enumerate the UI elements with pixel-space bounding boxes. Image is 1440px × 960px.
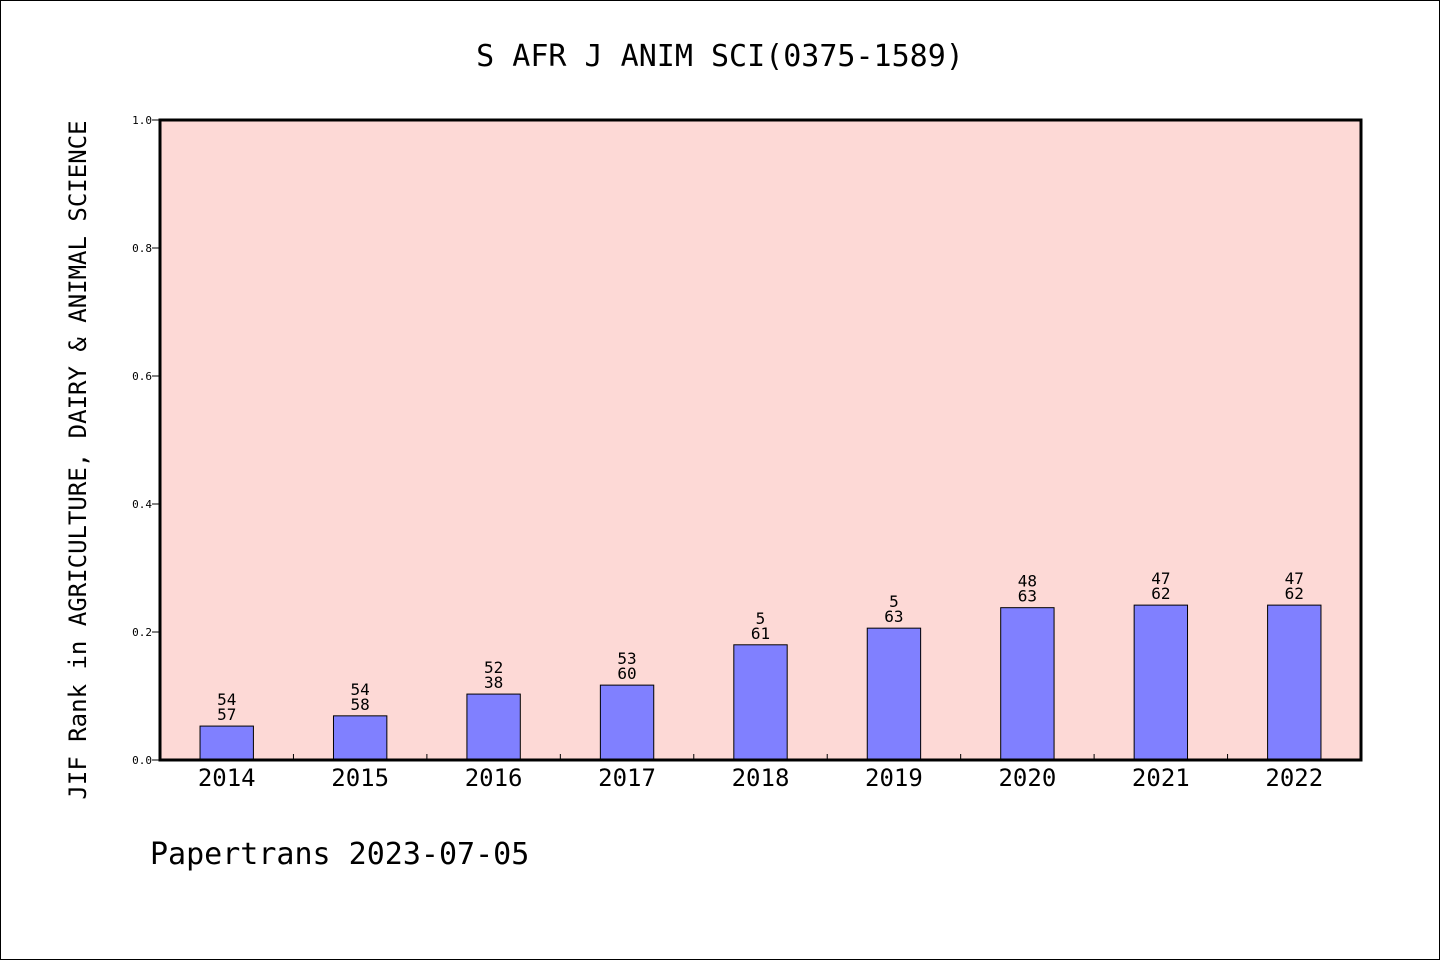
x-axis-ticks: 2014 2015 2016 2017 2018 2019 2020 2021 2022 [198,754,1323,792]
bar-label-bottom: 58 [351,695,370,714]
y-axis-label: JIF Rank in AGRICULTURE, DAIRY & ANIMAL … [64,120,92,799]
y-axis-ticks: 0.0 0.2 0.4 0.6 0.8 1.0 [132,114,160,767]
y-tick-label: 0.0 [132,754,152,767]
x-tick-label: 2014 [198,764,256,792]
x-tick-label: 2015 [331,764,389,792]
x-tick-label: 2018 [732,764,790,792]
bar-label-bottom: 63 [884,607,903,626]
x-tick-label: 2019 [865,764,923,792]
y-tick-label: 0.8 [132,242,152,255]
y-tick-label: 0.6 [132,370,152,383]
y-tick-label: 1.0 [132,114,152,127]
chart-title: S AFR J ANIM SCI(0375-1589) [476,39,964,74]
bar-label-bottom: 62 [1151,584,1170,603]
bar-label-bottom: 57 [217,705,236,724]
bar-label-bottom: 61 [751,624,770,643]
bar-label-bottom: 60 [617,664,636,683]
bar-label-top: 53 [617,649,636,668]
y-tick-label: 0.2 [132,626,152,639]
footer-credit: Papertrans 2023-07-05 [150,837,529,872]
bar-label-bottom: 62 [1285,584,1304,603]
x-tick-label: 2017 [598,764,656,792]
bar-2014 [199,725,254,761]
bar-label-top: 52 [484,658,503,677]
bar-2018 [733,644,788,761]
bar-2016 [466,693,521,761]
bar-label-bottom: 38 [484,673,503,692]
y-tick-label: 0.4 [132,498,152,511]
bar-label-top: 48 [1018,572,1037,591]
x-tick-label: 2016 [465,764,523,792]
plot-border [158,118,1363,762]
x-tick-label: 2022 [1265,764,1323,792]
bar-label-bottom: 63 [1018,587,1037,606]
bar-2020 [1000,607,1055,761]
bar-label-top: 47 [1285,569,1304,588]
x-tick-label: 2020 [998,764,1056,792]
bar-label-top: 54 [217,690,236,709]
bar-2019 [866,627,922,761]
bar-2015 [332,715,388,761]
bar-2017 [599,684,655,761]
x-tick-label: 2021 [1132,764,1190,792]
bar-label-top: 5 [756,609,766,628]
bar-label-top: 54 [351,680,370,699]
bar-label-top: 5 [889,592,899,611]
bar-2022 [1267,604,1322,761]
bar-2021 [1133,604,1189,761]
bar-label-top: 47 [1151,569,1170,588]
